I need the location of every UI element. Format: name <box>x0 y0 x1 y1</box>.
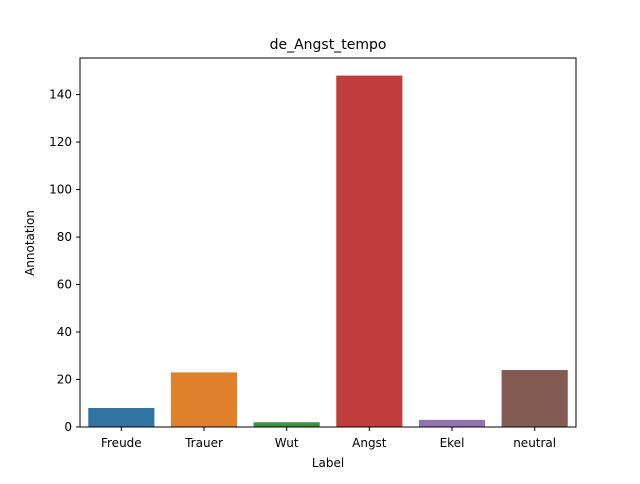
bar-trauer <box>170 372 238 427</box>
y-tick-label: 60 <box>57 278 72 292</box>
x-axis: Freude Trauer Wut Angst Ekel neutral <box>101 427 556 450</box>
y-axis: 0 20 40 60 80 100 120 140 <box>49 88 80 434</box>
x-tick-label: Angst <box>352 436 387 450</box>
x-tick-label: Wut <box>275 436 299 450</box>
bar-angst <box>336 75 403 428</box>
bar-wut <box>253 422 320 427</box>
chart-title: de_Angst_tempo <box>270 37 387 53</box>
bar-ekel <box>418 419 486 427</box>
y-tick-label: 0 <box>64 420 72 434</box>
y-tick-label: 20 <box>57 373 72 387</box>
y-axis-label: Annotation <box>23 210 37 276</box>
bars-layer <box>88 75 568 428</box>
x-axis-label: Label <box>312 456 344 470</box>
y-tick-label: 120 <box>49 135 72 149</box>
x-tick-label: Freude <box>101 436 142 450</box>
x-tick-label: neutral <box>513 436 556 450</box>
y-tick-label: 80 <box>57 230 72 244</box>
plot-frame <box>79 57 577 428</box>
bar-freude <box>88 408 155 427</box>
bar-neutral <box>501 370 568 427</box>
y-tick-label: 140 <box>49 88 72 102</box>
y-tick-label: 40 <box>57 325 72 339</box>
x-tick-label: Trauer <box>184 436 223 450</box>
x-tick-label: Ekel <box>440 436 465 450</box>
y-tick-label: 100 <box>49 183 72 197</box>
